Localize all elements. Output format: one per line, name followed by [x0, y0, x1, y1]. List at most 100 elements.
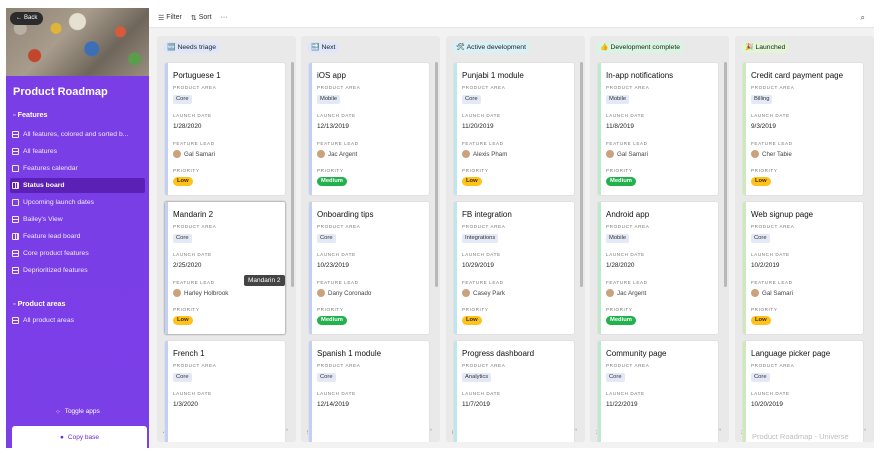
card-title: Credit card payment page — [751, 71, 844, 80]
column-header[interactable]: 🎉 Launched — [741, 42, 790, 53]
cover-image: ← Back — [6, 8, 149, 76]
field-label: Launch date — [606, 391, 645, 396]
launch-date-value: 11/7/2019 — [462, 401, 490, 408]
column-scrollbar[interactable] — [580, 62, 583, 287]
card-title: FB integration — [462, 210, 512, 219]
record-card[interactable]: iOS app Product area Mobile Launch date 12/1… — [308, 62, 430, 196]
sidebar-item[interactable]: All features — [10, 144, 145, 159]
record-card[interactable]: Credit card payment page Product area Bill… — [742, 62, 864, 196]
launch-date-value: 1/28/2020 — [173, 123, 202, 130]
product-area-chip: Core — [317, 373, 336, 382]
record-card[interactable]: Community page Product area Core Launch dat… — [597, 340, 719, 442]
field-label: Product area — [751, 85, 795, 90]
feature-lead-name: Harley Holbrook — [184, 289, 229, 297]
features-section-header[interactable]: ▫ Features — [13, 110, 48, 119]
field-label: Product area — [606, 224, 650, 229]
sidebar-item[interactable]: Upcoming launch dates — [10, 195, 145, 210]
field-label: Feature lead — [173, 141, 215, 146]
feature-lead: Dany Coronado — [317, 289, 371, 297]
field-label: Product area — [606, 85, 650, 90]
record-card[interactable]: FB integration Product area Integrations La… — [453, 201, 575, 335]
toggle-apps-button[interactable]: ⁘ Toggle apps — [6, 408, 149, 416]
sidebar-item[interactable]: Features calendar — [10, 161, 145, 176]
card-tooltip: Mandarin 2 — [244, 275, 285, 286]
status-emoji-icon: 🆕 — [167, 44, 176, 51]
search-icon[interactable]: ⌕ — [860, 13, 865, 22]
column-header[interactable]: 🆕 Needs triage — [163, 42, 221, 53]
copy-icon: ● — [59, 433, 64, 441]
card-title: In-app notifications — [606, 71, 674, 80]
column-scrollbar[interactable] — [291, 62, 294, 287]
filter-icon: ☰ — [158, 14, 165, 22]
avatar — [462, 289, 470, 297]
card-color-stripe — [743, 63, 746, 195]
record-card[interactable]: French 1 Product area Core Launch date 1/3/2… — [164, 340, 286, 442]
priority-badge: Medium — [317, 316, 347, 325]
record-card[interactable]: Spanish 1 module Product area Core Launch d… — [308, 340, 430, 442]
sort-label: Sort — [198, 14, 212, 21]
record-card[interactable]: Punjabi 1 module Product area Core Launch d… — [453, 62, 575, 196]
column-scrollbar[interactable] — [435, 62, 438, 287]
product-areas-section-header[interactable]: ▫ Product areas — [13, 299, 66, 308]
sidebar-item[interactable]: Bailey's View — [10, 212, 145, 227]
launch-date-value: 10/29/2019 — [462, 262, 494, 269]
sidebar-item[interactable]: Feature lead board — [10, 229, 145, 244]
record-card[interactable]: Progress dashboard Product area Analytics L… — [453, 340, 575, 442]
arrow-left-icon: ← — [16, 15, 22, 21]
field-label: Product area — [751, 224, 795, 229]
column-header[interactable]: 🔜 Next — [307, 42, 340, 53]
priority-badge: Low — [173, 316, 193, 325]
sidebar-item[interactable]: All features, colored and sorted b... — [10, 127, 145, 142]
card-color-stripe — [165, 202, 168, 334]
field-label: Launch date — [173, 113, 212, 118]
more-options-button[interactable]: ··· — [221, 14, 228, 21]
status-emoji-icon: 🛠 — [456, 44, 465, 51]
record-card[interactable]: Mandarin 2 Product area Core Launch date 2/2… — [164, 201, 286, 335]
field-label: Priority — [606, 168, 633, 173]
card-title: Onboarding tips — [317, 210, 374, 219]
field-label: Feature lead — [606, 141, 648, 146]
record-card[interactable]: Onboarding tips Product area Core Launch da… — [308, 201, 430, 335]
view-toolbar: ☰ Filter ⇅ Sort ··· ⌕ — [149, 8, 874, 28]
calendar-icon — [12, 165, 19, 172]
watermark: Product Roadmap - Universe — [752, 432, 849, 441]
back-button[interactable]: ← Back — [10, 12, 44, 25]
sidebar-item[interactable]: Status board — [10, 178, 145, 193]
field-label: Launch date — [317, 391, 356, 396]
column-title: Development complete — [610, 44, 680, 51]
sidebar-item[interactable]: Deprioritized features — [10, 263, 145, 278]
sidebar-item[interactable]: Core product features — [10, 246, 145, 261]
feature-lead: Gal Samari — [173, 150, 215, 158]
launch-date-value: 10/2/2019 — [751, 262, 780, 269]
board-column: 🆕Needs triage4 records⤢Portuguese 1Produ… — [157, 36, 296, 442]
column-header[interactable]: 🛠 Active development — [452, 42, 530, 53]
sidebar-item-label: Status board — [23, 182, 65, 189]
avatar — [317, 289, 325, 297]
sort-button[interactable]: ⇅ Sort — [191, 14, 212, 22]
sidebar-item-label: All features — [23, 148, 58, 155]
sidebar-item-product-areas[interactable]: All product areas — [10, 313, 145, 328]
record-card[interactable]: Web signup page Product area Core Launch da… — [742, 201, 864, 335]
field-label: Product area — [173, 85, 217, 90]
grid-icon — [12, 267, 19, 274]
card-title: Progress dashboard — [462, 349, 535, 358]
status-emoji-icon: 🎉 — [745, 44, 754, 51]
product-area-chip: Billing — [751, 95, 773, 104]
record-card[interactable]: In-app notifications Product area Mobile La… — [597, 62, 719, 196]
column-scrollbar[interactable] — [724, 62, 727, 287]
column-header[interactable]: 👍 Development complete — [596, 42, 684, 53]
record-card[interactable]: Android app Product area Mobile Launch date… — [597, 201, 719, 335]
card-color-stripe — [743, 202, 746, 334]
kanban-icon — [12, 182, 19, 189]
copy-base-button[interactable]: ● Copy base — [12, 426, 147, 448]
priority-badge: Low — [173, 177, 193, 186]
feature-lead-name: Gal Samari — [617, 150, 648, 158]
grid-icon — [12, 317, 19, 324]
board-column: 🛠Active development8 records⤢Punjabi 1 m… — [446, 36, 585, 442]
priority-badge: Medium — [606, 316, 636, 325]
record-card[interactable]: Language picker page Product area Core Laun… — [742, 340, 864, 442]
filter-button[interactable]: ☰ Filter — [158, 14, 182, 22]
record-card[interactable]: Portuguese 1 Product area Core Launch date 1… — [164, 62, 286, 196]
card-title: Community page — [606, 349, 667, 358]
